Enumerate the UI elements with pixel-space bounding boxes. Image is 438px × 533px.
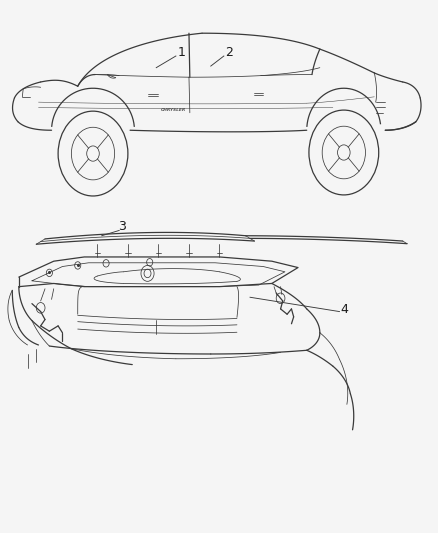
Text: CHRYSLER: CHRYSLER <box>160 108 185 112</box>
Text: 4: 4 <box>340 303 348 316</box>
Text: 3: 3 <box>118 221 126 233</box>
Text: 1: 1 <box>177 46 185 59</box>
Text: 2: 2 <box>225 46 233 59</box>
